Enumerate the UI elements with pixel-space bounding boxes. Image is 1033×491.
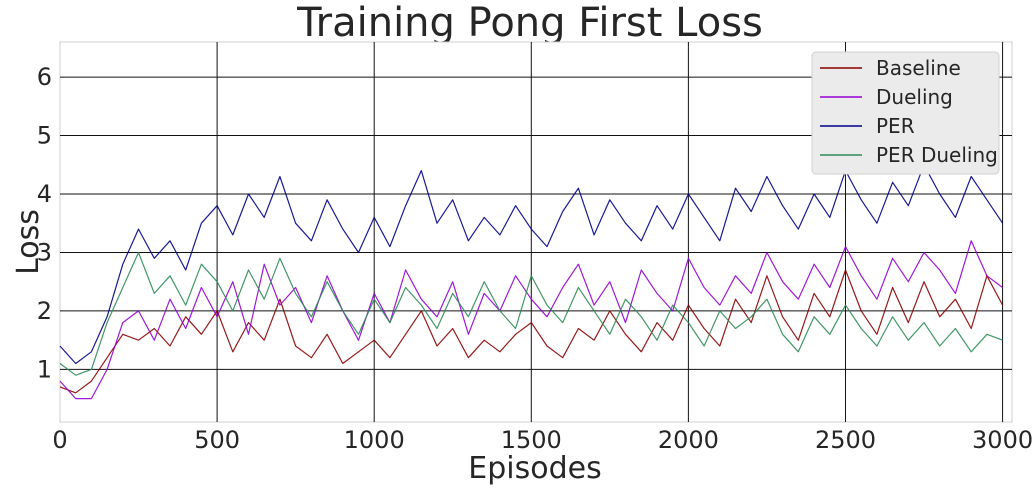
series-line-3: [59, 251, 1003, 376]
y-tick-label: 2: [37, 297, 52, 325]
series-lines: [59, 164, 1004, 400]
x-tick-label: 1500: [501, 426, 562, 454]
x-tick-label: 1000: [344, 426, 405, 454]
series-line-0: [59, 269, 1004, 394]
y-axis-label: Loss: [11, 209, 46, 275]
legend: Baseline Dueling PER PER Dueling: [811, 51, 1000, 175]
legend-box: [811, 51, 1000, 175]
series-line-1: [59, 240, 1003, 400]
grid-lines: [60, 42, 1012, 422]
y-tick-label: 1: [37, 355, 52, 383]
legend-label: PER Dueling: [876, 143, 998, 167]
x-tick-label: 2500: [815, 426, 876, 454]
chart-title: Training Pong First Loss: [296, 0, 763, 46]
y-tick-label: 4: [37, 180, 52, 208]
x-tick-label: 500: [194, 426, 240, 454]
x-axis-label: Episodes: [468, 451, 601, 486]
legend-label: PER: [876, 114, 915, 138]
legend-label: Dueling: [876, 85, 953, 109]
y-tick-label: 5: [37, 122, 52, 150]
x-tick-label: 0: [52, 426, 67, 454]
y-tick-label: 3: [37, 238, 52, 266]
y-tick-label: 6: [37, 63, 52, 91]
x-tick-labels: 0 500 1000 1500 2000 2500 3000: [52, 426, 1033, 454]
legend-label: Baseline: [876, 56, 961, 80]
x-tick-label: 2000: [658, 426, 719, 454]
y-tick-labels: 1 2 3 4 5 6: [37, 63, 52, 383]
x-tick-label: 3000: [972, 426, 1033, 454]
